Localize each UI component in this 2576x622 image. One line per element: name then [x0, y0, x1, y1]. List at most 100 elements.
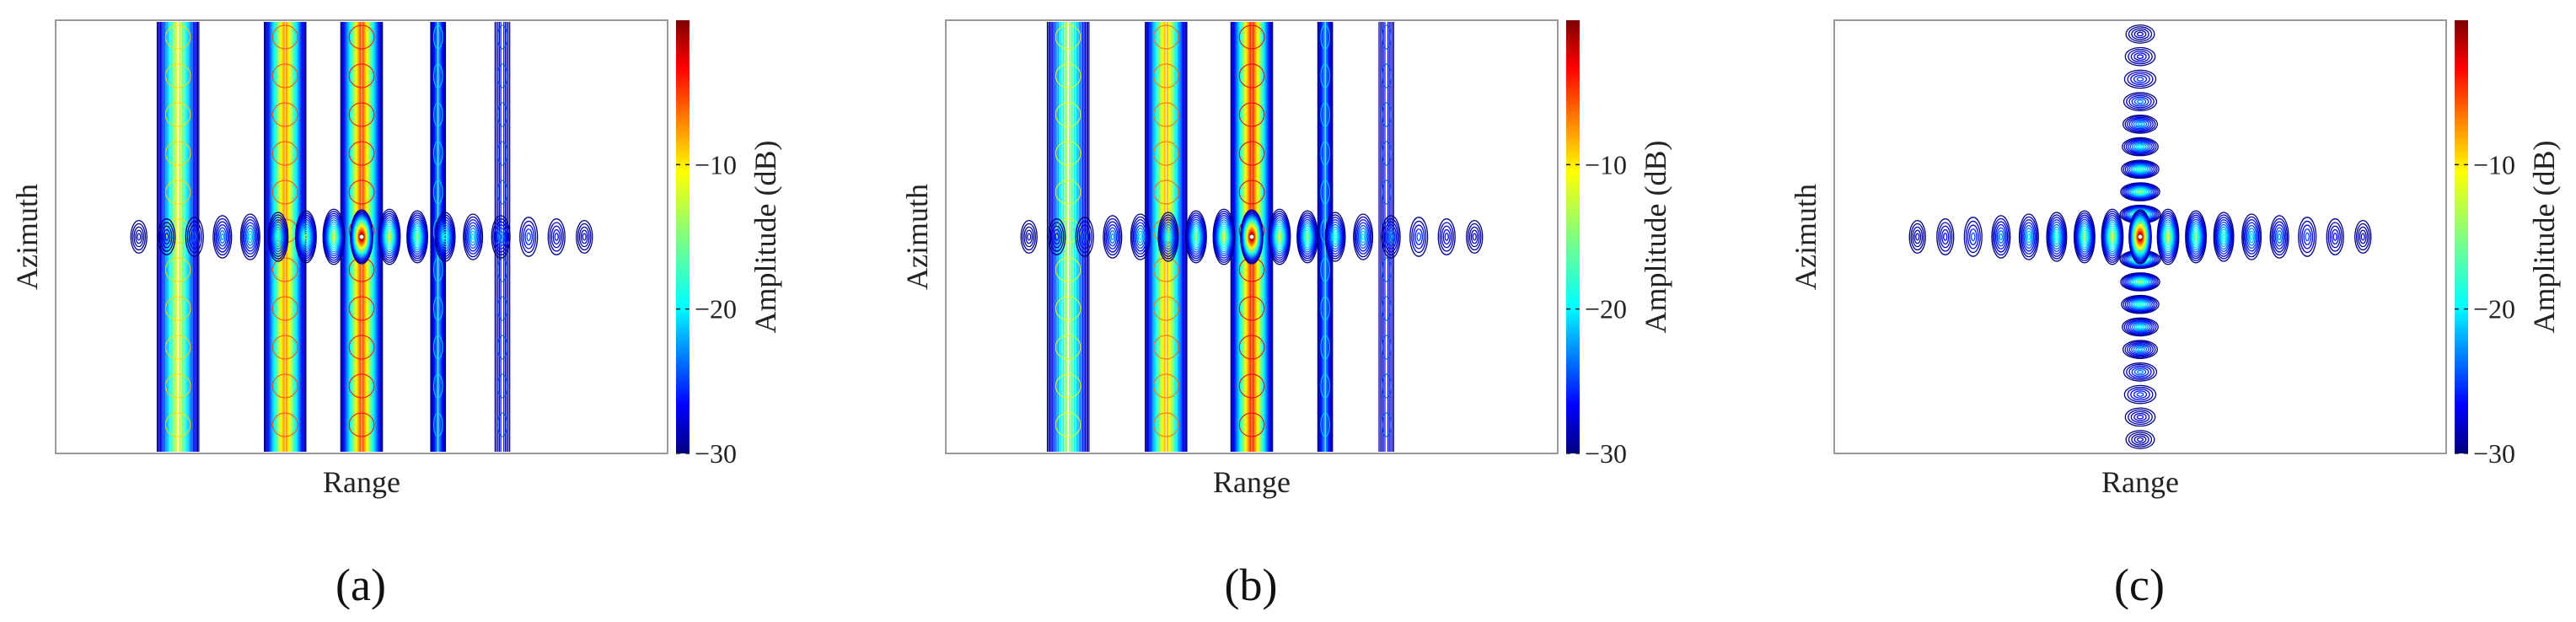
azimuth-sidelobe	[2122, 317, 2159, 337]
azimuth-sidelobe	[2122, 115, 2159, 134]
range-sidelobe	[491, 215, 511, 259]
azimuth-label: Azimuth	[10, 184, 44, 290]
panel-caption: (c)	[2114, 560, 2165, 610]
range-sidelobe	[294, 210, 317, 264]
azimuth-sidelobe	[2120, 182, 2160, 201]
range-sidelobe	[2018, 213, 2039, 260]
azimuth-sidelobe	[2123, 384, 2157, 405]
range-sidelobe	[1075, 217, 1094, 257]
range-sidelobe	[1437, 218, 1456, 255]
range-sidelobe	[130, 219, 148, 255]
plot-frame	[55, 19, 668, 454]
colorbar	[2455, 20, 2468, 453]
range-sidelobe	[378, 208, 401, 265]
colorbar-tick-label: −10	[2473, 149, 2515, 180]
colorbar-tick-label: −20	[695, 294, 737, 324]
azimuth-label: Azimuth	[900, 184, 934, 290]
range-label: Range	[1213, 465, 1291, 499]
azimuth-sidelobe	[2124, 46, 2156, 67]
colorbar-label: Amplitude (dB)	[2527, 141, 2561, 334]
range-label: Range	[323, 465, 400, 499]
colorbar-ticks: −10 −20 −30	[2455, 149, 2515, 469]
colorbar-label: Amplitude (dB)	[1639, 141, 1672, 334]
range-sidelobe	[463, 213, 484, 260]
azimuth-sidelobe	[2123, 92, 2158, 111]
plot-area	[1908, 24, 2372, 449]
range-sidelobe	[185, 217, 204, 257]
colorbar-ticks: −10 −20 −30	[676, 149, 737, 469]
plot-frame	[1833, 19, 2447, 454]
plot-area	[1020, 22, 1484, 452]
range-sidelobe	[1212, 208, 1236, 265]
range-sidelobe	[1020, 219, 1038, 255]
range-sidelobe	[434, 212, 456, 262]
colorbar	[676, 20, 690, 453]
range-sidelobe	[1466, 219, 1484, 255]
range-label: Range	[2101, 465, 2179, 499]
range-sidelobe	[322, 208, 346, 265]
range-sidelobe	[2101, 208, 2124, 265]
colorbar-tick-label: −20	[1585, 294, 1627, 324]
range-sidelobe	[267, 212, 289, 262]
panel-caption: (b)	[1225, 560, 1278, 610]
colorbar-tick-label: −30	[1585, 438, 1627, 469]
range-sidelobe	[1963, 217, 1983, 257]
panel-b: Azimuth Range −10 −20 −30 Amplitude (dB) (…	[900, 19, 1672, 610]
azimuth-sidelobe	[2124, 407, 2156, 427]
peak-center	[1248, 233, 1255, 240]
range-sidelobe	[2046, 212, 2068, 262]
range-sidelobe	[2241, 213, 2262, 260]
range-sidelobe	[1268, 208, 1291, 265]
azimuth-sidelobe	[2122, 137, 2159, 157]
range-sidelobe	[2073, 210, 2096, 264]
colorbar-tick-label: −10	[695, 149, 737, 180]
colorbar-tick-label: −10	[1585, 149, 1627, 180]
azimuth-sidelobe	[2125, 24, 2155, 44]
azimuth-sidelobe	[2122, 340, 2159, 359]
range-sidelobe	[1409, 217, 1429, 257]
colorbar-tick-label: −30	[695, 438, 737, 469]
range-sidelobe	[2213, 212, 2235, 262]
colorbar-label: Amplitude (dB)	[749, 141, 782, 334]
panel-caption: (a)	[335, 560, 386, 610]
range-sidelobe	[1048, 218, 1066, 255]
range-sidelobe	[212, 215, 233, 259]
peak-center	[358, 233, 365, 240]
range-sidelobe	[2269, 215, 2289, 259]
range-sidelobe	[1381, 215, 1401, 259]
panel-a: Azimuth Range −10 −20 −30 Amplitude (dB) (…	[10, 19, 782, 610]
range-sidelobe	[1936, 218, 1955, 255]
peak-center	[2137, 233, 2144, 240]
range-sidelobe	[519, 217, 539, 257]
azimuth-sidelobe	[2125, 430, 2155, 449]
azimuth-label: Azimuth	[1789, 184, 1822, 290]
range-sidelobe	[406, 210, 429, 264]
range-sidelobe	[1296, 210, 1319, 264]
colorbar-tick-label: −20	[2473, 294, 2515, 324]
range-sidelobe	[2156, 208, 2180, 265]
range-sidelobe	[1184, 210, 1207, 264]
panel-c: Azimuth Range −10 −20 −30 Amplitude (dB) (…	[1789, 19, 2561, 610]
range-sidelobe	[158, 218, 176, 255]
azimuth-sidelobe	[2121, 294, 2160, 314]
plot-frame	[945, 19, 1559, 454]
vertical-stripe	[1378, 22, 1394, 452]
azimuth-sidelobe	[2120, 272, 2160, 292]
range-sidelobe	[1103, 215, 1123, 259]
range-sidelobe	[239, 213, 260, 260]
mainlobe-peak	[1240, 209, 1264, 265]
mainlobe-peak	[2128, 209, 2152, 265]
range-sidelobe	[1908, 219, 1926, 255]
range-sidelobe	[1130, 213, 1151, 260]
range-sidelobe	[2298, 217, 2317, 257]
mainlobe-peak	[350, 209, 373, 265]
plot-area	[130, 22, 593, 452]
azimuth-sidelobe	[2123, 69, 2157, 89]
range-sidelobe	[1157, 212, 1179, 262]
range-sidelobe	[2354, 219, 2372, 255]
colorbar-tick-label: −30	[2473, 438, 2515, 469]
azimuth-sidelobe	[2121, 159, 2160, 180]
range-sidelobe	[547, 218, 566, 255]
colorbar	[1566, 20, 1580, 453]
